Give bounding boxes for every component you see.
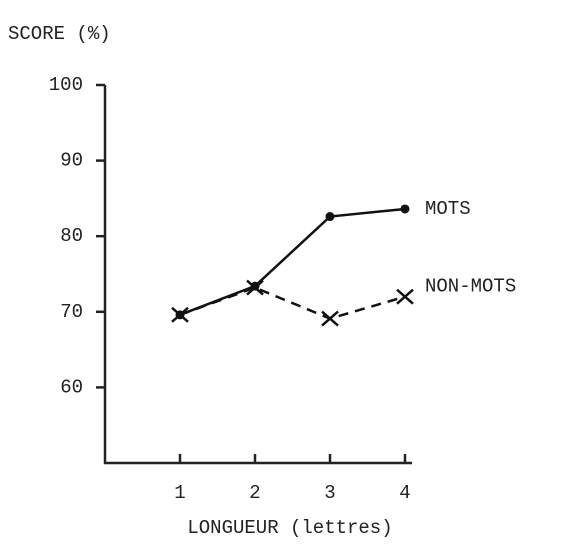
point [400, 204, 410, 214]
y-tick-label: 60 [60, 376, 83, 398]
x-tick-label: 4 [399, 482, 410, 504]
point [396, 288, 414, 305]
point [246, 279, 264, 296]
y-tick-label: 80 [60, 225, 83, 247]
y-tick-label: 100 [49, 74, 83, 96]
series-label: MOTS [425, 198, 471, 220]
y-axis-label: SCORE (%) [8, 23, 111, 45]
axes [103, 85, 412, 465]
x-tick-label: 2 [249, 482, 260, 504]
point [171, 306, 189, 323]
point [325, 212, 335, 222]
series-line [179, 207, 406, 316]
x-tick-label: 1 [174, 482, 185, 504]
y-tick-label: 70 [60, 301, 83, 323]
point [321, 310, 339, 327]
series-line [179, 286, 406, 320]
x-tick-label: 3 [324, 482, 335, 504]
y-tick-label: 90 [60, 150, 83, 172]
series-label: NON-MOTS [425, 276, 516, 298]
x-axis-label: LONGUEUR (lettres) [187, 517, 392, 539]
